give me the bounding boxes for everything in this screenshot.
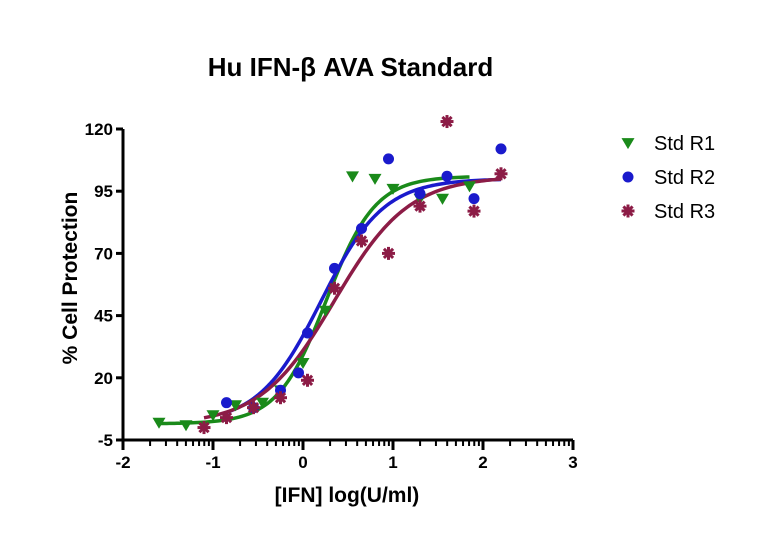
asterisk-stroke bbox=[441, 115, 453, 128]
data-point bbox=[197, 421, 211, 435]
asterisk-stroke bbox=[382, 247, 395, 260]
data-point bbox=[468, 193, 480, 205]
data-point bbox=[179, 420, 193, 432]
asterisk-stroke bbox=[414, 200, 426, 212]
data-point bbox=[386, 183, 400, 195]
y-tick-label: 70 bbox=[94, 244, 113, 263]
data-point bbox=[383, 153, 394, 165]
data-point bbox=[413, 199, 427, 213]
data-point bbox=[346, 171, 359, 183]
axes: -5 20 45 70 95 120 -2 -1 0 1 2 3 bbox=[85, 120, 578, 472]
fit-curve bbox=[225, 177, 502, 415]
legend-marker bbox=[621, 204, 635, 218]
y-tick-label: 120 bbox=[85, 120, 113, 139]
x-tick-label: -1 bbox=[205, 453, 220, 472]
fit-curves bbox=[158, 175, 502, 426]
data-point bbox=[328, 281, 341, 295]
x-tick-label: 1 bbox=[388, 453, 397, 472]
data-point bbox=[355, 234, 368, 248]
data-point bbox=[436, 193, 449, 205]
asterisk-stroke bbox=[355, 235, 368, 247]
chart-title: Hu IFN-β AVA Standard bbox=[207, 52, 494, 82]
asterisk-stroke bbox=[274, 392, 287, 404]
asterisk-stroke bbox=[220, 411, 233, 424]
x-tick-label: 2 bbox=[478, 453, 487, 472]
data-point bbox=[329, 262, 340, 274]
data-point bbox=[440, 115, 454, 129]
asterisk-stroke bbox=[468, 205, 480, 217]
y-tick-label: -5 bbox=[98, 431, 113, 450]
data-point bbox=[256, 397, 269, 409]
x-tick-label: 3 bbox=[568, 453, 577, 472]
legend-label: Std R1 bbox=[654, 133, 715, 155]
fit-curve bbox=[203, 177, 502, 420]
data-point bbox=[247, 401, 260, 415]
y-tick-label: 20 bbox=[94, 369, 113, 388]
asterisk-stroke bbox=[328, 282, 341, 294]
data-point bbox=[152, 417, 166, 429]
data-point bbox=[319, 305, 332, 317]
x-axis-label: [IFN] log(U/ml) bbox=[274, 484, 420, 507]
data-point bbox=[382, 246, 395, 260]
data-point bbox=[293, 367, 304, 379]
x-tick-label: -2 bbox=[115, 453, 130, 472]
data-point bbox=[368, 173, 382, 185]
y-tick-label: 95 bbox=[94, 182, 113, 201]
data-point bbox=[229, 400, 242, 412]
data-point bbox=[463, 181, 476, 193]
asterisk-stroke bbox=[301, 374, 314, 386]
data-point bbox=[221, 397, 232, 409]
data-point bbox=[494, 167, 508, 181]
data-points bbox=[152, 115, 508, 435]
data-point bbox=[296, 357, 310, 370]
data-point bbox=[467, 204, 481, 218]
fit-curve bbox=[158, 175, 470, 426]
asterisk-stroke bbox=[622, 205, 634, 217]
data-point bbox=[495, 143, 507, 155]
y-axis-label: % Cell Protection bbox=[59, 191, 82, 365]
data-point bbox=[441, 170, 453, 182]
data-point bbox=[206, 410, 220, 422]
x-tick-label: 0 bbox=[298, 453, 307, 472]
legend-label: Std R3 bbox=[654, 201, 715, 223]
legend-marker bbox=[622, 171, 634, 183]
legend-label: Std R2 bbox=[654, 167, 715, 189]
data-point bbox=[274, 391, 287, 405]
data-point bbox=[356, 223, 367, 235]
y-tick-label: 45 bbox=[94, 307, 113, 326]
data-point bbox=[301, 373, 314, 387]
legend: Std R1 Std R2 Std R3 bbox=[621, 133, 715, 223]
asterisk-stroke bbox=[198, 421, 210, 434]
data-point bbox=[414, 188, 426, 200]
data-point bbox=[220, 411, 233, 425]
legend-marker bbox=[621, 138, 635, 150]
data-point bbox=[302, 327, 313, 339]
asterisk-stroke bbox=[495, 168, 507, 180]
asterisk-stroke bbox=[247, 401, 260, 414]
